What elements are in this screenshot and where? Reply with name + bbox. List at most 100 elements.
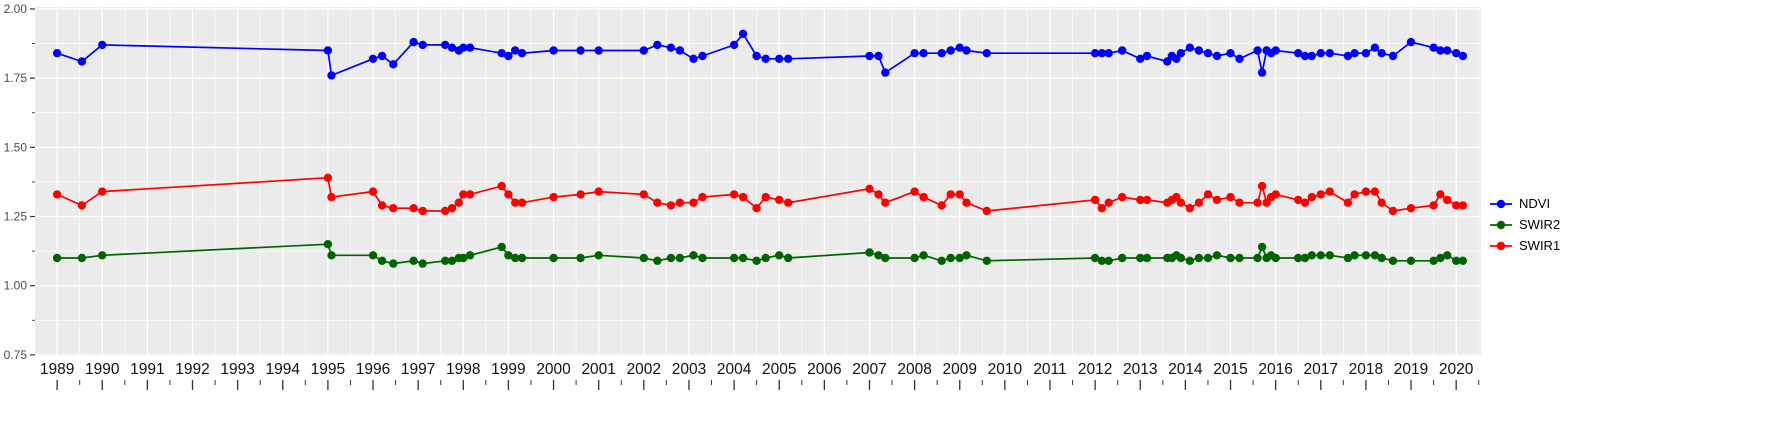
data-point-swir1 xyxy=(1325,187,1335,196)
data-point-ndvi xyxy=(1104,49,1113,58)
data-point-ndvi xyxy=(784,54,793,63)
data-point-swir2 xyxy=(1104,256,1113,265)
data-point-swir2 xyxy=(1136,253,1145,263)
data-point-swir1 xyxy=(1307,192,1317,202)
data-point-swir2 xyxy=(389,259,398,268)
data-point-swir1 xyxy=(946,190,955,199)
data-point-ndvi xyxy=(504,51,513,61)
legend-key-icon-swir1 xyxy=(1490,241,1512,251)
legend-label: SWIR2 xyxy=(1519,217,1561,232)
data-point-swir1 xyxy=(327,192,336,202)
data-point-swir2 xyxy=(761,253,770,263)
data-point-ndvi xyxy=(1136,54,1145,63)
data-point-swir2 xyxy=(1212,251,1222,260)
x-axis-tick-label: 1992 xyxy=(175,361,209,378)
data-point-swir1 xyxy=(441,206,450,216)
data-point-ndvi xyxy=(962,46,971,55)
data-point-swir1 xyxy=(368,187,378,196)
data-point-swir2 xyxy=(497,242,506,252)
x-axis-tick-label: 1999 xyxy=(491,361,525,378)
data-point-ndvi xyxy=(52,49,62,58)
data-point-swir2 xyxy=(504,251,513,260)
y-axis-tick-label: 2.00 xyxy=(4,2,28,16)
data-point-ndvi xyxy=(653,40,662,50)
data-point-swir2 xyxy=(1361,251,1371,260)
data-point-swir2 xyxy=(1300,253,1310,263)
y-axis-tick-label: 0.75 xyxy=(4,348,28,362)
data-point-swir1 xyxy=(1262,198,1271,207)
data-point-ndvi xyxy=(1343,51,1353,61)
data-point-ndvi xyxy=(1458,51,1468,61)
legend-key-icon-swir2 xyxy=(1490,220,1512,230)
data-point-swir2 xyxy=(409,256,418,265)
x-axis-tick-label: 2005 xyxy=(762,361,796,378)
data-point-ndvi xyxy=(1429,43,1438,52)
data-point-swir2 xyxy=(98,251,107,260)
data-point-swir1 xyxy=(1361,187,1371,196)
data-point-ndvi xyxy=(594,46,603,55)
data-point-ndvi xyxy=(1307,51,1317,61)
data-point-swir1 xyxy=(919,192,928,202)
data-point-swir2 xyxy=(865,248,874,257)
data-point-ndvi xyxy=(1452,49,1461,58)
legend-key-icon-ndvi xyxy=(1490,199,1512,209)
data-point-swir1 xyxy=(1253,198,1262,207)
data-point-swir2 xyxy=(1388,256,1398,265)
x-axis-tick-label: 1994 xyxy=(266,361,301,378)
data-point-ndvi xyxy=(1097,49,1107,58)
data-point-swir1 xyxy=(955,190,964,199)
data-point-swir2 xyxy=(874,251,883,260)
data-point-swir2 xyxy=(1118,253,1127,263)
data-point-ndvi xyxy=(77,57,87,66)
data-point-swir2 xyxy=(752,256,761,265)
data-point-swir1 xyxy=(865,184,874,193)
data-point-ndvi xyxy=(1300,51,1310,61)
data-point-swir2 xyxy=(1307,251,1317,260)
data-point-swir1 xyxy=(698,192,707,202)
data-point-ndvi xyxy=(389,60,398,69)
data-point-swir2 xyxy=(729,253,739,263)
data-point-swir1 xyxy=(675,198,685,207)
y-axis-tick-label: 1.50 xyxy=(4,140,28,154)
data-point-swir2 xyxy=(459,253,468,263)
data-point-swir1 xyxy=(729,190,739,199)
data-point-ndvi xyxy=(752,51,761,61)
data-point-swir1 xyxy=(982,206,991,216)
data-point-swir1 xyxy=(1343,198,1353,207)
data-point-ndvi xyxy=(955,43,964,52)
data-point-ndvi xyxy=(666,43,676,52)
y-axis-tick-label: 1.75 xyxy=(4,71,28,85)
data-point-swir1 xyxy=(937,201,946,210)
data-point-ndvi xyxy=(497,49,506,58)
data-point-swir1 xyxy=(594,187,603,196)
data-point-swir1 xyxy=(1185,204,1195,213)
data-point-swir1 xyxy=(1142,195,1152,205)
data-point-swir2 xyxy=(327,251,336,260)
data-point-swir1 xyxy=(1257,181,1267,191)
data-point-swir1 xyxy=(377,201,387,210)
x-axis-tick-label: 2010 xyxy=(988,361,1023,378)
data-point-swir1 xyxy=(454,198,463,207)
data-point-swir1 xyxy=(549,192,558,202)
data-point-swir2 xyxy=(1452,256,1461,265)
data-point-swir1 xyxy=(881,198,890,207)
x-axis-tick-label: 2020 xyxy=(1439,361,1474,378)
x-axis-tick-label: 2004 xyxy=(717,361,752,378)
x-axis-tick-label: 1989 xyxy=(40,361,74,378)
x-axis-tick-label: 2015 xyxy=(1213,361,1247,378)
data-point-ndvi xyxy=(1294,49,1303,58)
data-point-swir1 xyxy=(1429,201,1438,210)
x-axis-tick-label: 2008 xyxy=(897,361,931,378)
data-point-ndvi xyxy=(1194,46,1204,55)
data-point-ndvi xyxy=(1370,43,1380,52)
x-axis-tick-label: 1996 xyxy=(356,361,390,378)
data-point-ndvi xyxy=(1388,51,1398,61)
x-axis-tick-label: 2003 xyxy=(672,361,706,378)
data-point-swir1 xyxy=(1097,204,1107,213)
data-point-swir1 xyxy=(1203,190,1213,199)
data-point-swir1 xyxy=(77,201,87,210)
data-point-ndvi xyxy=(874,51,883,61)
data-point-swir2 xyxy=(881,253,890,263)
legend: NDVI SWIR2 SWIR1 xyxy=(1489,196,1560,254)
